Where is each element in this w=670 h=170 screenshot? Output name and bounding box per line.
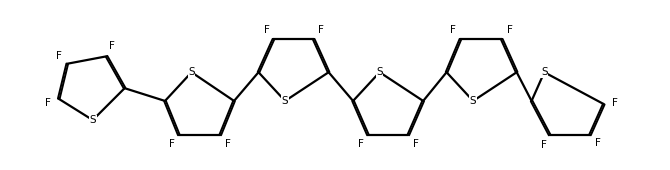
- Text: F: F: [541, 140, 547, 150]
- Text: F: F: [413, 139, 419, 149]
- Text: F: F: [263, 25, 269, 35]
- Text: S: S: [188, 67, 195, 77]
- Text: F: F: [318, 26, 324, 35]
- Text: F: F: [450, 25, 456, 35]
- Text: S: S: [541, 67, 547, 77]
- Text: F: F: [169, 139, 175, 149]
- Text: F: F: [109, 41, 115, 51]
- Text: F: F: [507, 26, 513, 36]
- Text: F: F: [358, 139, 364, 149]
- Text: F: F: [45, 98, 51, 108]
- Text: S: S: [377, 67, 383, 77]
- Text: F: F: [56, 51, 62, 61]
- Text: F: F: [225, 139, 230, 149]
- Text: S: S: [470, 96, 476, 106]
- Text: F: F: [612, 98, 618, 108]
- Text: F: F: [596, 138, 601, 148]
- Text: S: S: [89, 115, 96, 125]
- Text: S: S: [282, 96, 288, 106]
